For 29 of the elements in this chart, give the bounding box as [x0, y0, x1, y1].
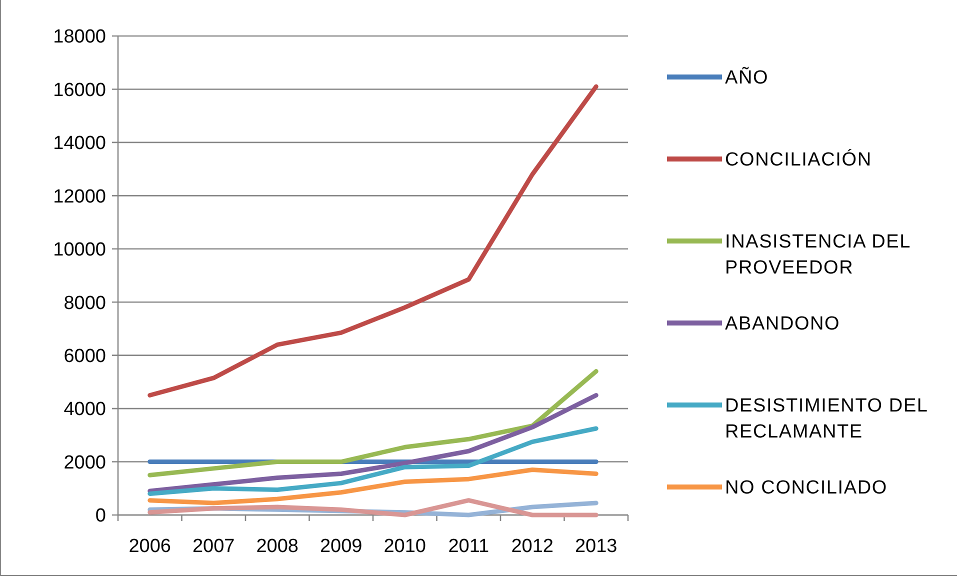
y-tick-label: 2000: [64, 452, 106, 474]
y-tick-label: 10000: [53, 240, 106, 261]
legend-label: INASISTENCIA DEL PROVEEDOR: [725, 232, 911, 278]
x-tick-label: 2010: [384, 536, 426, 557]
legend-label: DESISTIMIENTO DEL RECLAMANTE: [725, 396, 928, 442]
line-series: [148, 393, 598, 494]
y-tick-label: 12000: [53, 186, 106, 208]
line-series: [148, 426, 598, 496]
legend-label: CONCILIACIÓN: [725, 148, 872, 171]
x-tick-label: 2007: [192, 536, 235, 557]
x-tick-label: 2006: [128, 536, 172, 557]
legend-label: AÑO: [725, 66, 769, 89]
line-series: [148, 369, 598, 478]
y-tick-label: 0: [95, 506, 106, 527]
y-tick-label: 8000: [64, 292, 106, 314]
legend-label: NO CONCILIADO: [725, 478, 888, 499]
line-series: [148, 468, 598, 506]
x-tick-label: 2008: [256, 536, 299, 557]
y-tick-label: 4000: [64, 399, 106, 420]
x-tick-label: 2011: [448, 536, 490, 557]
y-tick-label: 16000: [53, 80, 106, 101]
legend-label: ABANDONO: [725, 314, 840, 335]
y-tick-label: 18000: [53, 26, 106, 48]
x-tick-label: 2009: [320, 536, 362, 557]
y-tick-label: 14000: [53, 133, 106, 154]
y-tick-label: 6000: [64, 346, 106, 367]
x-tick-label: 2013: [574, 536, 618, 557]
line-series: [148, 84, 598, 398]
x-tick-label: 2012: [511, 536, 554, 557]
